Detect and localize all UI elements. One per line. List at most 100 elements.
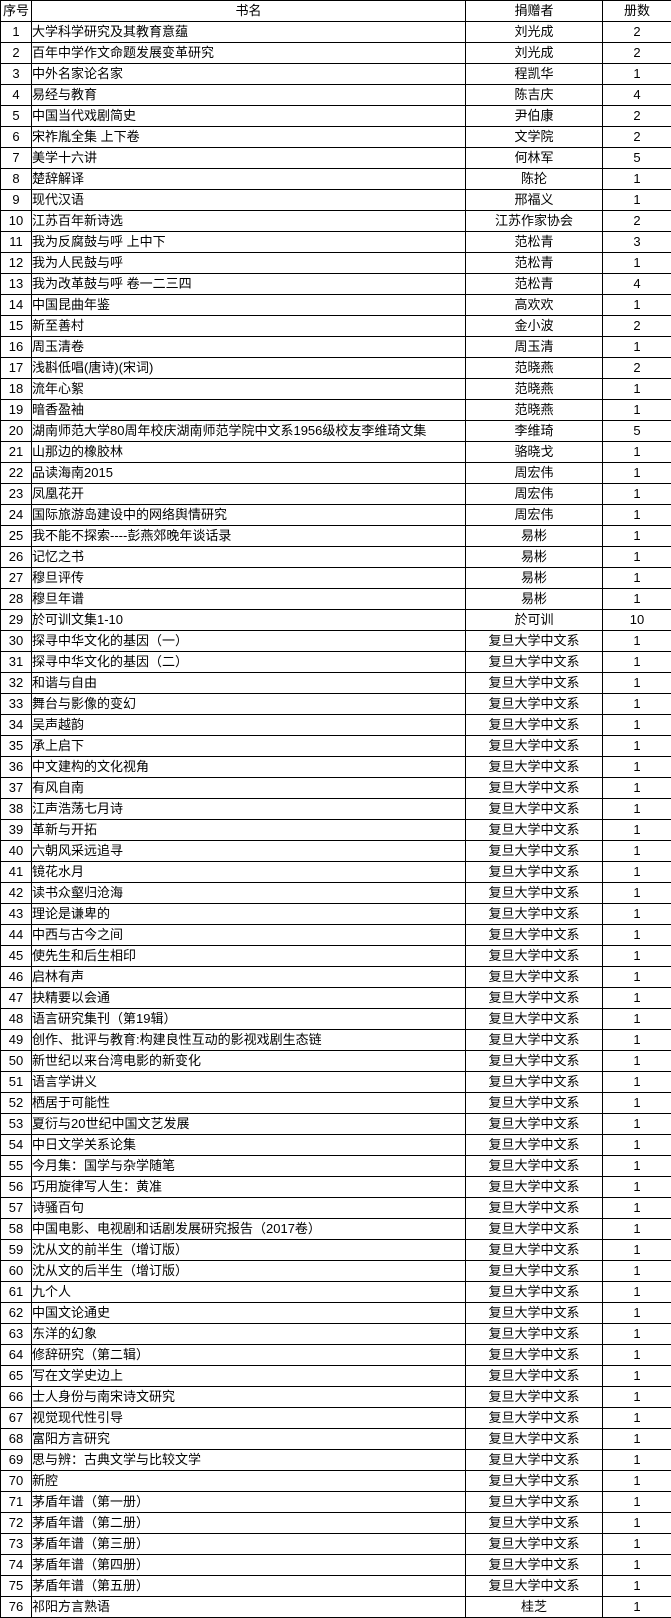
cell-count: 1 [603,1093,671,1114]
cell-index: 72 [1,1513,32,1534]
cell-index: 18 [1,379,32,400]
cell-title: 九个人 [32,1282,466,1303]
cell-donor: 何林军 [466,148,603,169]
cell-index: 62 [1,1303,32,1324]
cell-donor: 复旦大学中文系 [466,1429,603,1450]
cell-count: 1 [603,904,671,925]
cell-index: 28 [1,589,32,610]
cell-donor: 复旦大学中文系 [466,799,603,820]
cell-donor: 复旦大学中文系 [466,1219,603,1240]
cell-title: 栖居于可能性 [32,1093,466,1114]
cell-title: 穆旦评传 [32,568,466,589]
cell-count: 1 [603,1009,671,1030]
cell-index: 49 [1,1030,32,1051]
cell-title: 中国当代戏剧简史 [32,106,466,127]
cell-index: 21 [1,442,32,463]
cell-index: 73 [1,1534,32,1555]
cell-donor: 复旦大学中文系 [466,1408,603,1429]
cell-count: 1 [603,526,671,547]
cell-count: 1 [603,1471,671,1492]
cell-count: 1 [603,715,671,736]
cell-donor: 复旦大学中文系 [466,925,603,946]
cell-count: 1 [603,64,671,85]
cell-index: 43 [1,904,32,925]
cell-donor: 周宏伟 [466,505,603,526]
cell-donor: 复旦大学中文系 [466,967,603,988]
cell-title: 巧用旋律写人生：黄准 [32,1177,466,1198]
cell-index: 12 [1,253,32,274]
cell-count: 1 [603,547,671,568]
cell-index: 33 [1,694,32,715]
cell-title: 视觉现代性引导 [32,1408,466,1429]
cell-donor: 复旦大学中文系 [466,841,603,862]
cell-title: 吴声越韵 [32,715,466,736]
cell-index: 64 [1,1345,32,1366]
cell-index: 45 [1,946,32,967]
cell-title: 语言学讲义 [32,1072,466,1093]
cell-title: 中国昆曲年鉴 [32,295,466,316]
cell-donor: 复旦大学中文系 [466,673,603,694]
cell-index: 26 [1,547,32,568]
cell-index: 37 [1,778,32,799]
cell-index: 70 [1,1471,32,1492]
cell-title: 暗香盈袖 [32,400,466,421]
cell-count: 1 [603,463,671,484]
cell-index: 60 [1,1261,32,1282]
cell-donor: 复旦大学中文系 [466,1282,603,1303]
cell-count: 1 [603,1177,671,1198]
cell-title: 我为反腐鼓与呼 上中下 [32,232,466,253]
cell-index: 59 [1,1240,32,1261]
cell-donor: 桂芝 [466,1597,603,1618]
cell-donor: 复旦大学中文系 [466,904,603,925]
cell-donor: 复旦大学中文系 [466,1513,603,1534]
cell-title: 茅盾年谱（第二册） [32,1513,466,1534]
cell-title: 百年中学作文命题发展变革研究 [32,43,466,64]
cell-donor: 复旦大学中文系 [466,1156,603,1177]
cell-index: 71 [1,1492,32,1513]
cell-index: 20 [1,421,32,442]
cell-count: 5 [603,148,671,169]
cell-title: 凤凰花开 [32,484,466,505]
cell-index: 47 [1,988,32,1009]
cell-count: 1 [603,883,671,904]
cell-count: 1 [603,1492,671,1513]
cell-index: 48 [1,1009,32,1030]
cell-title: 湖南师范大学80周年校庆湖南师范学院中文系1956级校友李维琦文集 [32,421,466,442]
cell-index: 61 [1,1282,32,1303]
cell-donor: 刘光成 [466,22,603,43]
cell-count: 1 [603,1387,671,1408]
cell-title: 舞台与影像的变幻 [32,694,466,715]
column-header-count: 册数 [603,1,671,22]
cell-title: 启林有声 [32,967,466,988]
column-header-index: 序号 [1,1,32,22]
cell-donor: 复旦大学中文系 [466,1114,603,1135]
cell-title: 和谐与自由 [32,673,466,694]
cell-count: 1 [603,736,671,757]
cell-title: 中国电影、电视剧和话剧发展研究报告（2017卷） [32,1219,466,1240]
cell-donor: 范松青 [466,274,603,295]
cell-count: 1 [603,253,671,274]
